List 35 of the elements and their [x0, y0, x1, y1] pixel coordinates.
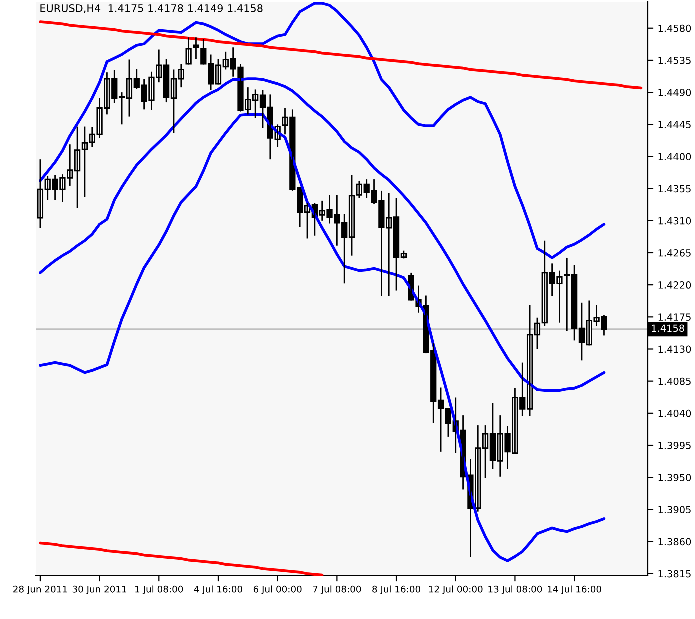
x-tick-label: 6 Jul 00:00: [254, 586, 302, 595]
line-series: [39, 2, 606, 260]
x-tick-label: 13 Jul 08:00: [488, 586, 542, 595]
y-tick-label: 1.3860: [658, 538, 692, 546]
y-tick-label: 1.3815: [658, 570, 691, 578]
ref-line-label: 1.4158: [652, 324, 684, 332]
y-tick-label: 1.4040: [658, 410, 692, 418]
y-tick-label: 1.3950: [658, 474, 692, 482]
y-tick-label: 1.4130: [658, 346, 692, 354]
x-tick-label: 7 Jul 08:00: [313, 586, 362, 595]
line-series: [39, 78, 606, 392]
y-tick-label: 1.4445: [658, 121, 691, 128]
y-tick-label: 1.4310: [658, 217, 692, 225]
line-series: [39, 542, 324, 576]
y-tick-label: 1.4220: [658, 282, 692, 289]
y-tick-label: 1.4085: [658, 378, 691, 386]
y-tick-label: 1.4535: [658, 56, 691, 64]
y-tick-label: 1.4355: [658, 185, 691, 193]
chart-title: EURUSD,H4 1.4175 1.4178 1.4149 1.4158: [40, 4, 263, 14]
y-tick-label: 1.4490: [658, 89, 692, 96]
x-tick-label: 28 Jun 2011: [14, 586, 68, 595]
y-tick-label: 1.4265: [658, 249, 691, 257]
y-tick-label: 1.4580: [658, 24, 692, 32]
line-series: [39, 113, 606, 562]
line-series: [39, 20, 643, 90]
x-tick-label: 12 Jul 00:00: [429, 586, 483, 595]
x-tick-label: 1 Jul 08:00: [136, 586, 184, 595]
y-tick-label: 1.4175: [658, 314, 691, 321]
x-tick-label: 4 Jul 16:00: [194, 586, 242, 595]
x-tick-label: 30 Jun 2011: [72, 586, 127, 595]
x-tick-label: 8 Jul 16:00: [372, 586, 420, 595]
y-tick-label: 1.3905: [658, 506, 691, 514]
x-tick-label: 14 Jul 16:00: [548, 586, 602, 595]
y-tick-label: 1.3995: [658, 442, 691, 450]
y-tick-label: 1.4400: [658, 153, 692, 161]
